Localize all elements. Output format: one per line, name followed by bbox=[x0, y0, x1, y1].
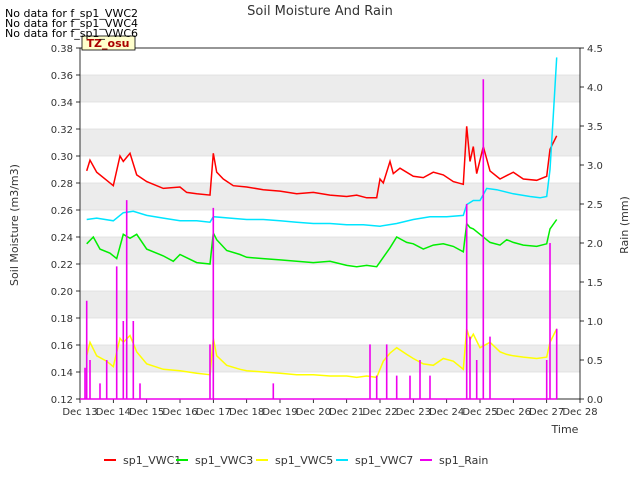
background-band bbox=[80, 291, 580, 318]
y-tick-label: 0.22 bbox=[51, 260, 73, 271]
y-axis-right: 0.0 0.5 1.0 1.5 2.0 2.5 3.0 3.5 4.0 4.5 bbox=[580, 44, 603, 406]
y2-tick-label: 3.0 bbox=[587, 161, 603, 172]
x-tick-label: Dec 16 bbox=[162, 407, 197, 418]
background-band bbox=[80, 129, 580, 156]
y-tick-label: 0.20 bbox=[51, 287, 73, 298]
x-tick-label: Dec 26 bbox=[496, 407, 531, 418]
background-bands bbox=[80, 75, 580, 372]
y-tick-label: 0.14 bbox=[51, 368, 73, 379]
y2-tick-label: 0.5 bbox=[587, 356, 603, 367]
y2-tick-label: 4.5 bbox=[587, 44, 603, 55]
x-tick-label: Dec 25 bbox=[462, 407, 497, 418]
y2-tick-label: 2.0 bbox=[587, 239, 603, 250]
no-data-message: No data for f_sp1_VWC6 bbox=[5, 27, 139, 40]
y-tick-label: 0.30 bbox=[51, 152, 73, 163]
y2-tick-label: 4.0 bbox=[587, 83, 603, 94]
legend-label: sp1_VWC3 bbox=[195, 454, 253, 467]
background-band bbox=[80, 75, 580, 102]
site-label-box bbox=[81, 35, 136, 51]
y-axis-left: 0.12 0.14 0.16 0.18 0.20 0.22 0.24 0.26 0.28 0.30… bbox=[51, 44, 80, 406]
y-tick-label: 0.38 bbox=[51, 44, 73, 55]
y-tick-label: 0.34 bbox=[51, 98, 73, 109]
y-tick-label: 0.32 bbox=[51, 125, 73, 136]
x-tick-label: Dec 22 bbox=[362, 407, 397, 418]
y-tick-label: 0.12 bbox=[51, 395, 73, 406]
y-axis-label-right: Rain (mm) bbox=[618, 196, 631, 254]
legend-label: sp1_Rain bbox=[439, 454, 488, 467]
y2-tick-label: 2.5 bbox=[587, 200, 603, 211]
y-tick-label: 0.26 bbox=[51, 206, 73, 217]
y2-tick-label: 1.0 bbox=[587, 317, 603, 328]
x-tick-label: Dec 18 bbox=[229, 407, 264, 418]
no-data-message: No data for f_sp1_VWC2 bbox=[5, 7, 139, 20]
x-tick-label: Dec 14 bbox=[96, 407, 131, 418]
background-band bbox=[80, 183, 580, 210]
x-tick-label: Dec 13 bbox=[62, 407, 97, 418]
series-layer bbox=[80, 57, 558, 400]
x-axis-label: Time bbox=[551, 423, 579, 436]
x-tick-label: Dec 27 bbox=[529, 407, 564, 418]
legend-label: sp1_VWC5 bbox=[275, 454, 333, 467]
chart-title: Soil Moisture And Rain bbox=[247, 4, 393, 19]
x-tick-label: Dec 23 bbox=[396, 407, 431, 418]
x-tick-label: Dec 20 bbox=[296, 407, 331, 418]
site-label: TZ_osu bbox=[87, 37, 130, 50]
legend: sp1_VWC1 sp1_VWC3 sp1_VWC5 sp1_VWC7 sp1_Rain bbox=[104, 454, 488, 467]
x-tick-label: Dec 21 bbox=[329, 407, 364, 418]
y-tick-label: 0.24 bbox=[51, 233, 73, 244]
series-line-sp1-vwc1 bbox=[85, 126, 558, 199]
legend-label: sp1_VWC1 bbox=[123, 454, 181, 467]
series-line-sp1-vwc7 bbox=[86, 57, 558, 227]
y-tick-label: 0.36 bbox=[51, 71, 73, 82]
x-tick-label: Dec 24 bbox=[429, 407, 464, 418]
y-axis-label-left: Soil Moisture (m3/m3) bbox=[8, 164, 21, 286]
y-tick-label: 0.16 bbox=[51, 341, 73, 352]
background-band bbox=[80, 345, 580, 372]
y-tick-label: 0.28 bbox=[51, 179, 73, 190]
legend-label: sp1_VWC7 bbox=[355, 454, 413, 467]
x-tick-label: Dec 28 bbox=[562, 407, 597, 418]
x-tick-label: Dec 17 bbox=[196, 407, 231, 418]
gridlines bbox=[80, 47, 580, 400]
background-band bbox=[80, 237, 580, 264]
x-tick-label: Dec 15 bbox=[129, 407, 164, 418]
y2-tick-label: 0.0 bbox=[587, 395, 603, 406]
y2-tick-label: 1.5 bbox=[587, 278, 603, 289]
series-line-sp1-vwc5 bbox=[85, 328, 558, 379]
y2-tick-label: 3.5 bbox=[587, 122, 603, 133]
y-tick-label: 0.18 bbox=[51, 314, 73, 325]
series-line-sp1-vwc3 bbox=[86, 219, 558, 268]
no-data-message: No data for f_sp1_VWC4 bbox=[5, 17, 139, 30]
x-tick-label: Dec 19 bbox=[262, 407, 297, 418]
series-line-sp1-rain bbox=[80, 79, 558, 400]
